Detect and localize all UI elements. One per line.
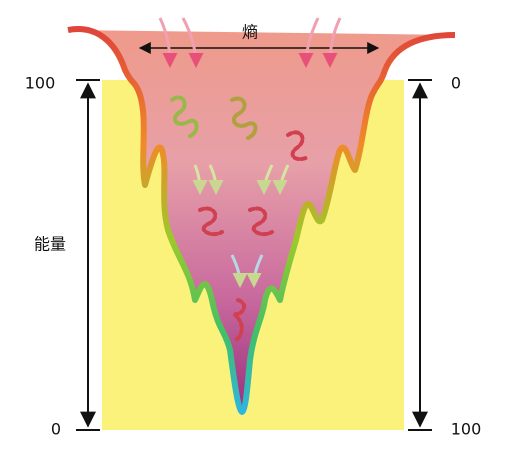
incoming-arrows <box>158 17 342 68</box>
left-top-label: 100 <box>25 74 56 93</box>
entropy-label: 熵 <box>242 23 258 42</box>
folding-arrows <box>192 164 290 288</box>
protein-chains <box>170 95 310 342</box>
right-top-label: 0 <box>451 74 461 93</box>
right-bottom-label: 100 <box>451 420 482 439</box>
left-bottom-label: 0 <box>51 420 61 439</box>
energy-label: 能量 <box>34 235 66 254</box>
